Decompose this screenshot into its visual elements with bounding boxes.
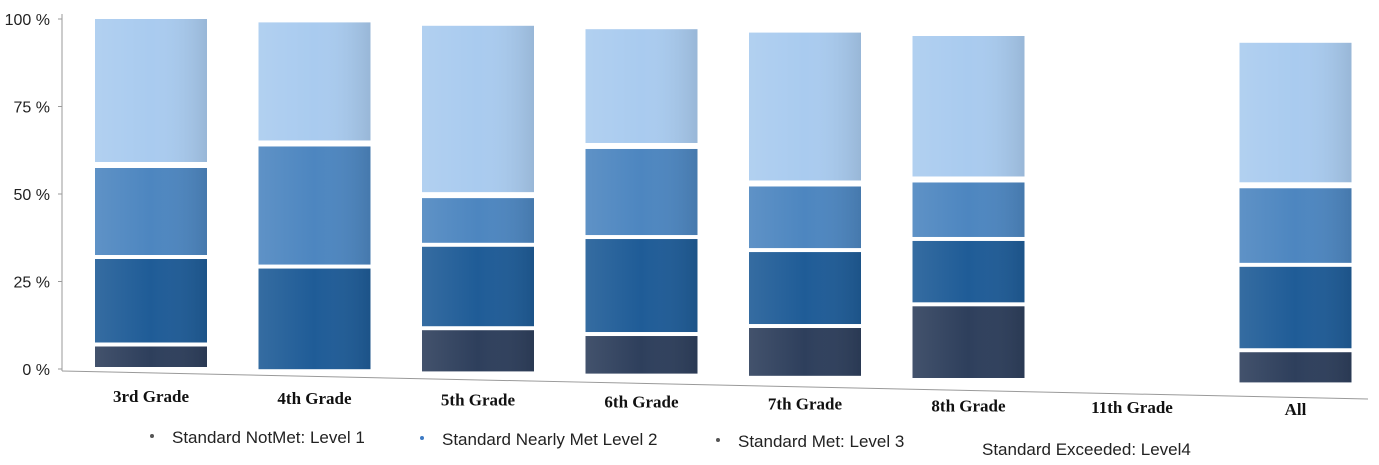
- bar-segment-shading: [95, 168, 207, 255]
- bar-segment-shading: [1239, 266, 1352, 349]
- bar-segment-shading: [749, 186, 861, 249]
- bar-segment-shading: [585, 336, 698, 374]
- bar-segment-shading: [749, 32, 861, 181]
- legend-item-level-4: Standard Exceeded: Level4: [982, 440, 1191, 460]
- bar-segment-shading: [422, 246, 534, 327]
- bar-segment-shading: [585, 148, 698, 236]
- x-axis: [61, 370, 1369, 400]
- bar-segment-shading: [422, 330, 534, 372]
- x-category-label: 4th Grade: [277, 389, 352, 408]
- y-axis: 0 % 25 % 50 % 75 % 100 %: [5, 12, 63, 379]
- bar-segment-shading: [912, 182, 1025, 237]
- category-labels: 3rd Grade 4th Grade 5th Grade 6th Grade 7th …: [113, 387, 1307, 419]
- bars: [95, 19, 1352, 383]
- x-category-label: 5th Grade: [441, 391, 516, 410]
- bar-segment-shading: [912, 240, 1025, 303]
- bar-segment-shading: [95, 346, 207, 367]
- x-axis-line: [61, 370, 1369, 400]
- x-category-label: 3rd Grade: [113, 387, 189, 406]
- legend-bullet-icon: [150, 433, 154, 438]
- legend-item-level-2: Standard Nearly Met Level 2: [420, 430, 657, 450]
- bar-segment-shading: [749, 328, 861, 376]
- legend-bullet-icon: [420, 435, 424, 440]
- y-tick-label: 75 %: [14, 100, 50, 117]
- bar-segment-shading: [422, 198, 534, 243]
- y-tick-label: 100 %: [5, 12, 50, 29]
- bar-segment-shading: [585, 29, 698, 143]
- bar-segment-shading: [258, 22, 371, 141]
- bar-segment-shading: [1239, 188, 1352, 263]
- legend-label: Standard Nearly Met Level 2: [442, 430, 658, 449]
- y-tick-label: 0 %: [22, 362, 50, 379]
- bar-segment-shading: [912, 36, 1025, 177]
- legend-bullet-icon: [716, 437, 720, 442]
- x-category-label: All: [1285, 400, 1307, 419]
- x-category-label: 6th Grade: [604, 393, 679, 412]
- x-category-label: 7th Grade: [768, 394, 843, 413]
- y-tick-label: 50 %: [14, 187, 50, 204]
- bar-segment-shading: [1239, 42, 1352, 183]
- bar-segment-shading: [95, 259, 207, 343]
- y-tick-label: 25 %: [14, 275, 50, 292]
- legend-item-level-1: Standard NotMet: Level 1: [150, 428, 365, 448]
- bar-segment-shading: [95, 19, 207, 162]
- x-category-label: 11th Grade: [1091, 398, 1173, 417]
- bar-segment-shading: [422, 25, 534, 193]
- legend-label: Standard Met: Level 3: [738, 432, 905, 451]
- bar-segment-shading: [1239, 352, 1352, 383]
- legend-label: Standard Exceeded: Level4: [982, 440, 1191, 459]
- bar-segment-shading: [749, 252, 861, 325]
- bar-segment-shading: [585, 239, 698, 333]
- bar-segment-shading: [258, 268, 371, 370]
- x-category-label: 8th Grade: [931, 396, 1006, 415]
- legend: Standard NotMet: Level 1 Standard Nearly…: [0, 424, 1379, 464]
- legend-label: Standard NotMet: Level 1: [172, 428, 365, 447]
- bar-segment-shading: [912, 306, 1025, 378]
- legend-item-level-3: Standard Met: Level 3: [716, 432, 904, 452]
- bar-segment-shading: [258, 146, 371, 265]
